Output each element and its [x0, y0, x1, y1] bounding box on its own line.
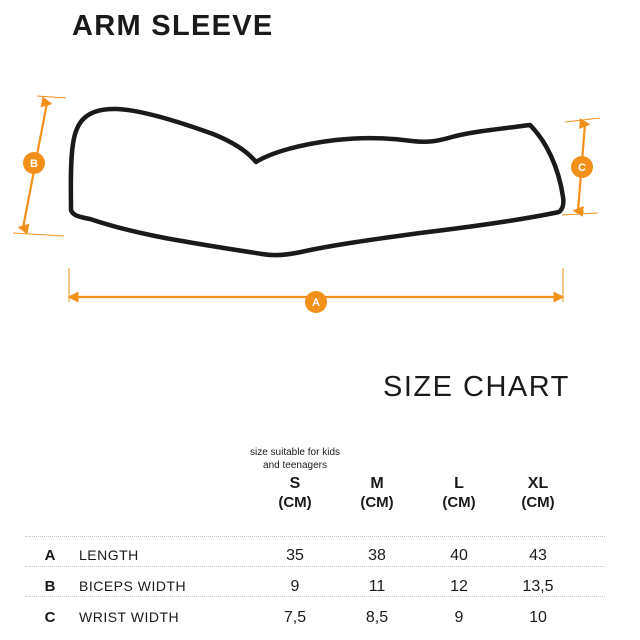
svg-text:A: A	[312, 297, 320, 309]
svg-text:C: C	[578, 162, 586, 174]
svg-text:B: B	[30, 158, 38, 170]
